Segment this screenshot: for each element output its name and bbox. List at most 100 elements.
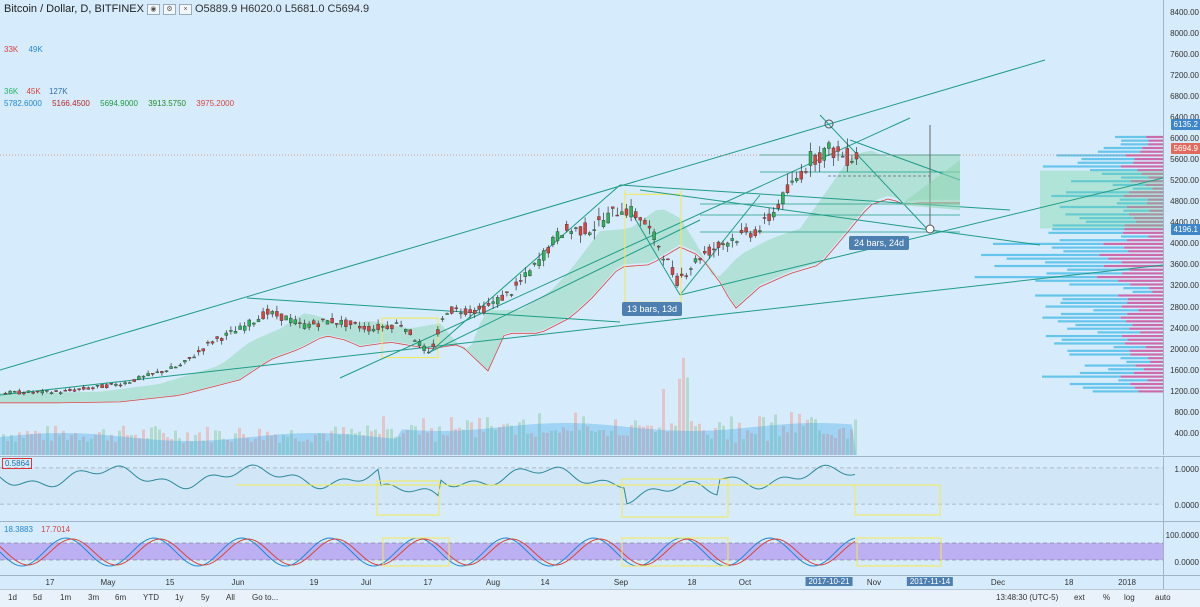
candle-body xyxy=(519,280,523,282)
measure-callout-left[interactable]: 13 bars, 13d xyxy=(622,302,683,316)
candle-body xyxy=(730,238,734,241)
measure-callout-right[interactable]: 24 bars, 24d xyxy=(849,236,910,250)
price-axis-label: 2400.00 xyxy=(1170,323,1199,333)
volume-bar xyxy=(458,427,461,455)
candle-body xyxy=(298,322,302,324)
volume-profile-bar xyxy=(1045,261,1122,264)
volume-profile-bar xyxy=(1103,264,1163,268)
candle-body xyxy=(565,224,569,231)
time-label: Jul xyxy=(360,578,372,587)
open-value: O5889.9 xyxy=(194,3,238,15)
volume-profile-bar xyxy=(1126,205,1163,209)
oscillator-1-chart[interactable] xyxy=(0,457,1163,521)
volume-bar xyxy=(430,428,433,455)
range-all-button[interactable]: All xyxy=(226,593,235,602)
volume-profile-bar xyxy=(1059,239,1127,242)
candle-body xyxy=(155,371,160,373)
candle-body xyxy=(744,227,748,233)
volume-bar xyxy=(614,419,617,455)
time-axis[interactable]: 17 May 15 Jun 19 Jul 17 Aug 14 Sep 18 Oc… xyxy=(0,575,1163,590)
volume-bar xyxy=(626,435,629,455)
highlight-box xyxy=(854,484,941,516)
volume-bar xyxy=(226,439,229,455)
candle-body xyxy=(500,294,504,301)
oscillator-pane-2[interactable]: 18.3883 17.7014 xyxy=(0,521,1163,576)
candle-body xyxy=(845,148,849,166)
volume-bar xyxy=(446,435,449,455)
legend-value: 5166.4500 xyxy=(52,99,90,108)
candle-body xyxy=(289,317,293,324)
price-axis[interactable]: 8400.00 8000.00 7600.00 7200.00 6800.00 6400.… xyxy=(1163,0,1200,455)
eye-icon[interactable]: ◉ xyxy=(146,3,160,15)
time-label: Nov xyxy=(866,578,882,587)
main-chart-pane[interactable]: Bitcoin / Dollar, D, BITFINEX ◉ ⚙ × O588… xyxy=(0,0,1163,455)
candle-body xyxy=(275,311,279,317)
volume-profile-bar xyxy=(1129,327,1163,330)
price-chart[interactable] xyxy=(0,0,1163,455)
volume-bar xyxy=(594,431,597,455)
candle-body xyxy=(376,324,380,330)
volume-bar xyxy=(578,430,581,455)
volume-bar xyxy=(634,420,637,455)
volume-bar xyxy=(346,434,349,455)
price-axis-label: 6000.00 xyxy=(1170,133,1199,143)
volume-profile-bar xyxy=(1134,386,1163,389)
volume-bar xyxy=(390,428,393,455)
range-1d-button[interactable]: 1d xyxy=(8,593,17,602)
volume-bar xyxy=(362,435,365,455)
volume-profile-bar xyxy=(1127,301,1163,304)
range-5d-button[interactable]: 5d xyxy=(33,593,42,602)
go-to-button[interactable]: Go to... xyxy=(252,593,279,602)
volume-bar xyxy=(542,432,545,455)
volume-profile-bar xyxy=(981,253,1100,257)
candle-body xyxy=(192,356,196,359)
oscillator-pane-1[interactable]: 0.5864 xyxy=(0,456,1163,521)
candle-body xyxy=(224,332,229,336)
volume-bar xyxy=(846,438,849,455)
volume-profile-bar xyxy=(1097,331,1141,334)
candle-body xyxy=(173,366,178,369)
volume-bar xyxy=(386,429,389,455)
range-5y-button[interactable]: 5y xyxy=(201,593,210,602)
volume-profile-value-area xyxy=(1040,170,1163,229)
volume-bar xyxy=(114,442,117,455)
range-3m-button[interactable]: 3m xyxy=(88,593,100,602)
volume-profile-bar xyxy=(1118,279,1163,282)
volume-profile-bar xyxy=(1067,327,1130,330)
candle-body xyxy=(827,142,831,149)
ichimoku-cloud xyxy=(0,150,960,403)
time-badge-b: 2017-11-14 xyxy=(906,577,954,586)
log-button[interactable]: log xyxy=(1124,593,1135,602)
volume-bar xyxy=(214,430,217,455)
volume-bar xyxy=(26,431,29,455)
ichimoku-span-b xyxy=(0,198,960,404)
volume-bar xyxy=(534,436,537,455)
volume-profile-bar xyxy=(1065,213,1129,216)
oscillator-2-value-b: 17.7014 xyxy=(41,525,71,534)
candle-body xyxy=(266,308,270,315)
volume-profile-bar xyxy=(1116,202,1147,205)
candle-body xyxy=(36,390,40,393)
volume-bar xyxy=(530,433,533,455)
volume-bar xyxy=(334,426,337,455)
volume-profile-bar xyxy=(1121,235,1149,238)
oscillator-2-chart[interactable] xyxy=(0,522,1163,576)
range-1y-button[interactable]: 1y xyxy=(175,593,184,602)
volume-profile-bar xyxy=(1149,287,1163,290)
auto-button[interactable]: auto xyxy=(1155,593,1171,602)
candle-body xyxy=(123,382,127,385)
ext-button[interactable]: ext xyxy=(1074,593,1085,602)
candle-body xyxy=(229,330,233,332)
settings-icon[interactable]: ⚙ xyxy=(162,3,176,15)
percent-button[interactable]: % xyxy=(1103,593,1111,602)
volume-bar xyxy=(434,441,437,455)
price-axis-label: 8000.00 xyxy=(1170,28,1199,38)
volume-profile-bar xyxy=(1052,228,1125,231)
candle-body xyxy=(459,312,463,315)
range-1m-button[interactable]: 1m xyxy=(60,593,72,602)
close-icon[interactable]: × xyxy=(178,3,192,15)
range-ytd-button[interactable]: YTD xyxy=(143,593,159,602)
range-6m-button[interactable]: 6m xyxy=(115,593,127,602)
time-label: 17 xyxy=(45,578,55,587)
candle-body xyxy=(661,258,665,261)
